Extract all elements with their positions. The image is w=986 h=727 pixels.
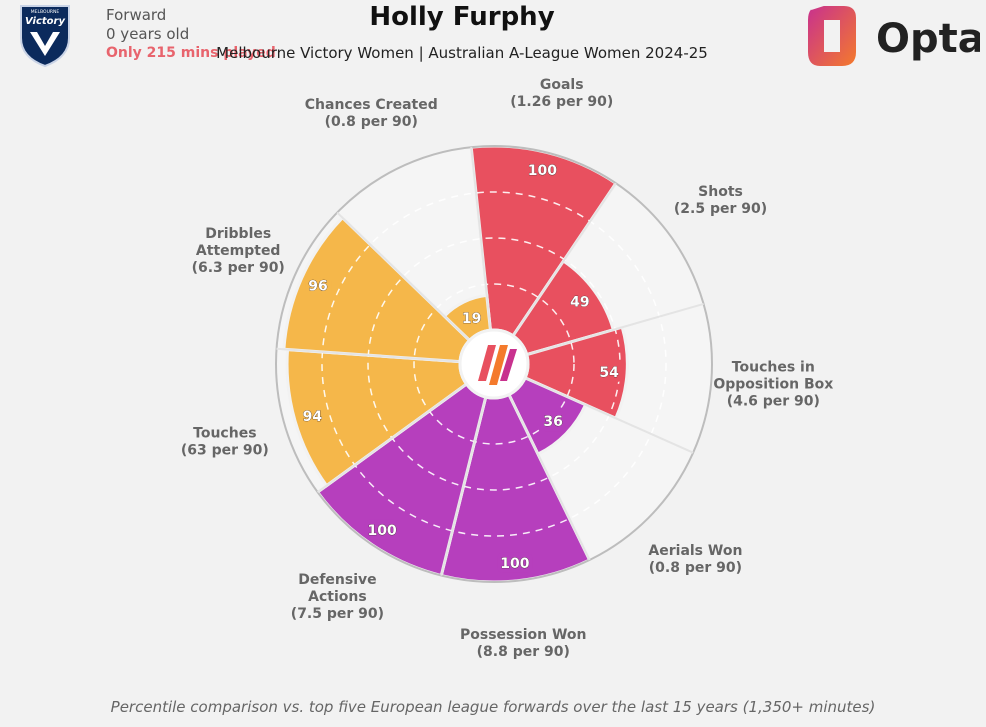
value-label: 54	[599, 365, 619, 381]
value-label: 94	[303, 409, 323, 425]
chart-dividers	[276, 147, 704, 576]
center-circle	[458, 328, 530, 400]
value-badge	[299, 406, 326, 427]
axis-label: Dribbles	[205, 226, 271, 242]
value-badge	[596, 362, 623, 383]
chart-gridlines	[275, 145, 713, 583]
axis-label: Touches	[193, 426, 256, 442]
value-label: 19	[462, 311, 481, 327]
badge-text: Victory	[25, 16, 66, 27]
value-badge	[497, 552, 533, 573]
wedge-divider	[512, 182, 617, 337]
footnote: Percentile comparison vs. top five Europ…	[110, 698, 876, 716]
axis-label: Actions	[308, 589, 367, 605]
outer-ring	[275, 145, 713, 583]
badge-small-text: MELBOURNE	[31, 9, 60, 15]
value-label: 100	[500, 556, 529, 572]
wedge-divider	[276, 347, 461, 363]
opta-logo-icon: Opta	[808, 0, 980, 66]
axis-label: Shots	[698, 184, 743, 200]
axis-label-per90: (2.5 per 90)	[674, 201, 767, 217]
wedge-divider	[470, 147, 492, 331]
value-label: 100	[528, 163, 557, 179]
value-badge	[566, 291, 593, 312]
axis-label: Aerials Won	[648, 543, 742, 559]
player-position: Forward	[106, 6, 167, 24]
wedge-divider	[526, 302, 704, 356]
value-label: 36	[543, 414, 562, 430]
value-label: 96	[308, 279, 327, 295]
axis-label: Opposition Box	[713, 377, 833, 393]
axis-label-per90: (7.5 per 90)	[291, 606, 384, 622]
chart-center-logo	[458, 328, 530, 400]
chart-value-labels: 100 49 54 36 100 100 94 96 19	[299, 159, 623, 573]
axis-label-per90: (1.26 per 90)	[510, 94, 613, 110]
chart-subtitle: Melbourne Victory Women | Australian A-L…	[216, 44, 708, 62]
player-name-title: Holly Furphy	[369, 2, 555, 32]
axis-label-per90: (0.8 per 90)	[325, 114, 418, 130]
value-badge	[364, 519, 400, 540]
axis-label-per90: (8.8 per 90)	[477, 644, 570, 660]
player-age: 0 years old	[106, 25, 190, 43]
value-label: 100	[368, 523, 397, 539]
axis-label-per90: (0.8 per 90)	[649, 560, 742, 576]
opta-wordmark: Opta	[876, 16, 980, 62]
club-badge-icon: MELBOURNE Victory	[20, 5, 70, 68]
axis-label-per90: (63 per 90)	[181, 443, 269, 459]
chart-axis-labels: Goals(1.26 per 90) Shots(2.5 per 90) Touch…	[181, 77, 833, 660]
player-meta: Forward 0 years old Only 215 mins played	[106, 6, 276, 63]
axis-label: Possession Won	[460, 627, 587, 643]
axis-label: Goals	[540, 77, 584, 93]
wedge-divider	[317, 383, 468, 493]
axis-label: Attempted	[196, 243, 281, 259]
wedge-divider	[524, 376, 694, 454]
value-badge	[305, 275, 332, 296]
axis-label-per90: (6.3 per 90)	[192, 260, 285, 276]
wedge-divider	[336, 211, 471, 342]
axis-label: Touches in	[732, 360, 815, 376]
wedge-divider	[508, 394, 591, 561]
value-badge	[540, 411, 567, 432]
value-badge	[524, 159, 560, 180]
axis-label-per90: (4.6 per 90)	[727, 394, 820, 410]
grid-circle-25	[413, 283, 575, 445]
grid-circle-75	[321, 191, 667, 537]
wedge-divider	[440, 396, 487, 576]
value-label: 49	[570, 295, 589, 311]
value-badge	[458, 308, 485, 329]
minutes-warning: Only 215 mins played	[106, 45, 276, 61]
axis-label: Chances Created	[305, 97, 438, 113]
center-logo-icon	[478, 345, 517, 385]
axis-label: Defensive	[298, 572, 376, 588]
